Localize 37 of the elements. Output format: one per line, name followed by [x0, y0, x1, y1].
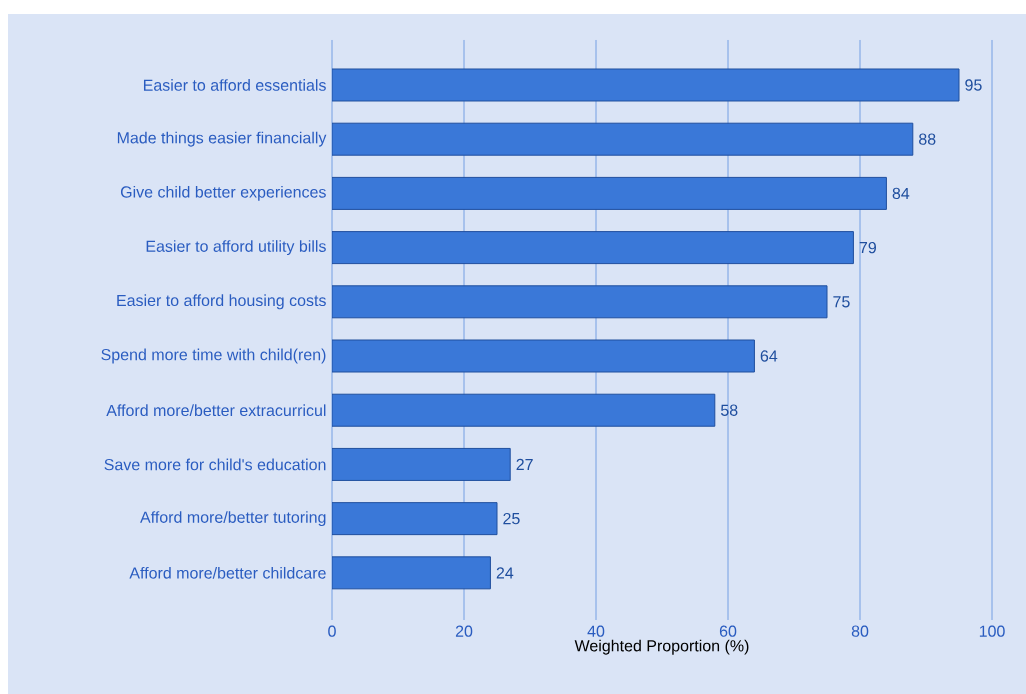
x-tick-label: 60	[719, 625, 737, 637]
bar	[332, 556, 491, 590]
data-label: 25	[503, 512, 520, 525]
y-tick-label: Give child better experiences	[120, 185, 326, 201]
bar	[332, 393, 716, 427]
y-tick-label: Afford more/better childcare	[129, 566, 326, 579]
x-axis-title: Weighted Proportion (%)	[574, 639, 749, 655]
data-label: 75	[833, 296, 850, 308]
x-tick-label: 40	[587, 625, 605, 637]
data-label: 24	[496, 567, 514, 579]
bar	[332, 502, 498, 536]
bar	[332, 122, 914, 156]
y-tick-label: Afford more/better extracurricul	[106, 404, 326, 417]
data-label: 84	[892, 187, 910, 200]
bar	[332, 68, 960, 102]
x-tick-label: 0	[328, 625, 336, 637]
data-label: 58	[720, 404, 738, 416]
data-label: 95	[965, 79, 982, 91]
bar	[332, 231, 854, 265]
y-tick-label: Made things easier financially	[117, 131, 327, 147]
data-label: 79	[859, 241, 876, 254]
data-label: 27	[516, 458, 533, 471]
x-tick-label: 100	[979, 625, 1005, 637]
y-tick-label: Easier to afford housing costs	[117, 294, 326, 310]
data-label: 88	[919, 133, 936, 145]
data-label: 64	[760, 350, 778, 362]
bar	[332, 285, 828, 319]
x-tick-label: 20	[455, 625, 473, 637]
bar	[332, 447, 511, 481]
y-tick-label: Save more for child's education	[104, 458, 326, 471]
y-tick-label: Spend more time with child(ren)	[101, 348, 326, 364]
bar	[332, 176, 887, 210]
y-tick-label: Afford more/better tutoring	[140, 511, 326, 527]
x-tick-label: 80	[851, 625, 869, 637]
bar	[332, 339, 755, 373]
y-tick-label: Easier to afford utility bills	[146, 240, 326, 256]
y-tick-label: Easier to afford essentials	[143, 79, 326, 91]
